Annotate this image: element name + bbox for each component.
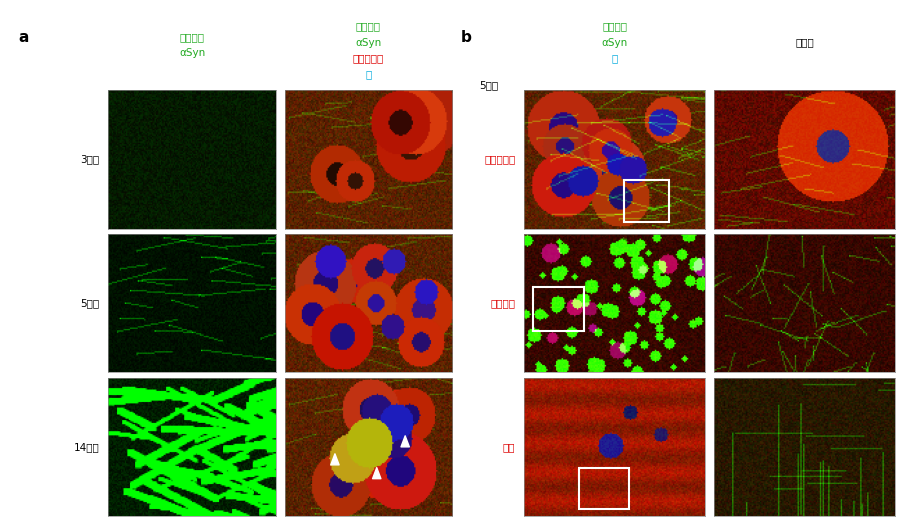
- Text: 5日後: 5日後: [80, 298, 99, 308]
- Text: シナプス: シナプス: [489, 298, 515, 308]
- Text: 核: 核: [611, 54, 617, 63]
- Text: リン酸化: リン酸化: [601, 22, 627, 31]
- Text: 5日後: 5日後: [479, 80, 498, 90]
- Text: b: b: [461, 30, 471, 45]
- Text: αSyn: αSyn: [179, 48, 205, 58]
- Text: 3日後: 3日後: [80, 155, 99, 164]
- Bar: [578, 468, 628, 509]
- Text: a: a: [18, 30, 28, 45]
- Text: αSyn: αSyn: [600, 38, 628, 47]
- Text: αSyn: αSyn: [355, 38, 381, 47]
- Text: 14日後: 14日後: [74, 442, 99, 452]
- Text: 核: 核: [365, 70, 371, 79]
- Text: リン酸化: リン酸化: [180, 32, 204, 42]
- Bar: [533, 287, 583, 331]
- Text: リン酸化: リン酸化: [356, 22, 380, 31]
- Text: 神経細胞体: 神経細胞体: [483, 155, 515, 164]
- Bar: [623, 180, 668, 222]
- Text: 軸索: 軸索: [502, 442, 515, 452]
- Text: 拡大図: 拡大図: [795, 38, 813, 47]
- Text: 神経細胞体: 神経細胞体: [352, 54, 384, 63]
